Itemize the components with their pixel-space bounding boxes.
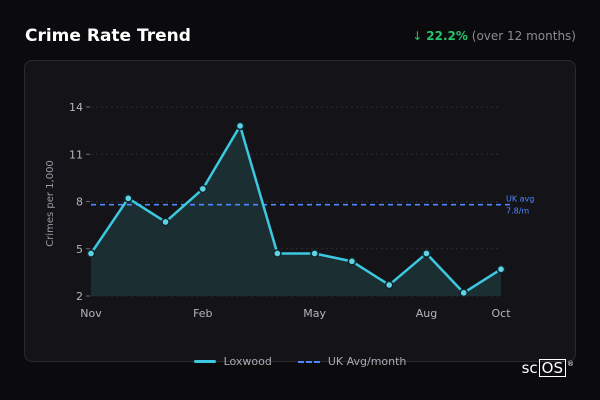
x-tick-label: Feb bbox=[193, 307, 212, 320]
legend-swatch-dashed bbox=[297, 360, 320, 363]
chart-card bbox=[24, 60, 576, 362]
y-tick-label: 2 bbox=[76, 290, 83, 303]
x-tick-label: Oct bbox=[491, 307, 511, 320]
legend-item-series[interactable]: Loxwood bbox=[193, 355, 272, 368]
reference-label: UK avg bbox=[506, 195, 534, 204]
data-point bbox=[496, 264, 506, 274]
data-point bbox=[161, 217, 170, 227]
data-point bbox=[235, 121, 245, 131]
legend-label-reference: UK Avg/month bbox=[327, 355, 407, 368]
x-tick-label: Aug bbox=[416, 307, 437, 320]
x-tick-label: Nov bbox=[80, 307, 102, 320]
data-point bbox=[272, 249, 282, 258]
series-line bbox=[89, 124, 502, 295]
y-tick-label: 5 bbox=[76, 243, 83, 256]
data-point bbox=[384, 280, 394, 290]
reference-value-label: 7.8/m bbox=[506, 207, 529, 216]
series-area bbox=[91, 125, 501, 297]
data-point bbox=[123, 193, 133, 203]
chart-legend: Loxwood UK Avg/month bbox=[0, 355, 600, 368]
data-point bbox=[347, 256, 357, 266]
brand-logo: sc OS ® bbox=[522, 359, 574, 377]
y-tick-label: 11 bbox=[69, 148, 83, 161]
change-percent: 22.2% bbox=[426, 29, 468, 43]
change-period: (over 12 months) bbox=[471, 29, 576, 43]
y-tick-label: 8 bbox=[76, 196, 83, 209]
trend-change: ↓ 22.2% (over 12 months) bbox=[412, 29, 576, 43]
x-tick-label: May bbox=[303, 307, 326, 320]
y-tick-label: 14 bbox=[69, 101, 83, 114]
data-point bbox=[422, 249, 431, 258]
logo-text: sc bbox=[521, 359, 538, 377]
legend-swatch-solid bbox=[193, 360, 216, 363]
data-point bbox=[310, 249, 320, 258]
data-point bbox=[198, 184, 208, 194]
data-point bbox=[86, 249, 96, 258]
data-point bbox=[459, 288, 469, 298]
logo-boxed-text: OS bbox=[538, 359, 566, 377]
y-axis-label: Crimes per 1,000 bbox=[45, 160, 56, 247]
down-arrow-icon: ↓ bbox=[412, 29, 423, 43]
legend-label-series: Loxwood bbox=[223, 355, 272, 368]
chart-title: Crime Rate Trend bbox=[25, 26, 191, 46]
legend-item-reference[interactable]: UK Avg/month bbox=[297, 355, 407, 368]
logo-registered-mark: ® bbox=[567, 360, 574, 368]
